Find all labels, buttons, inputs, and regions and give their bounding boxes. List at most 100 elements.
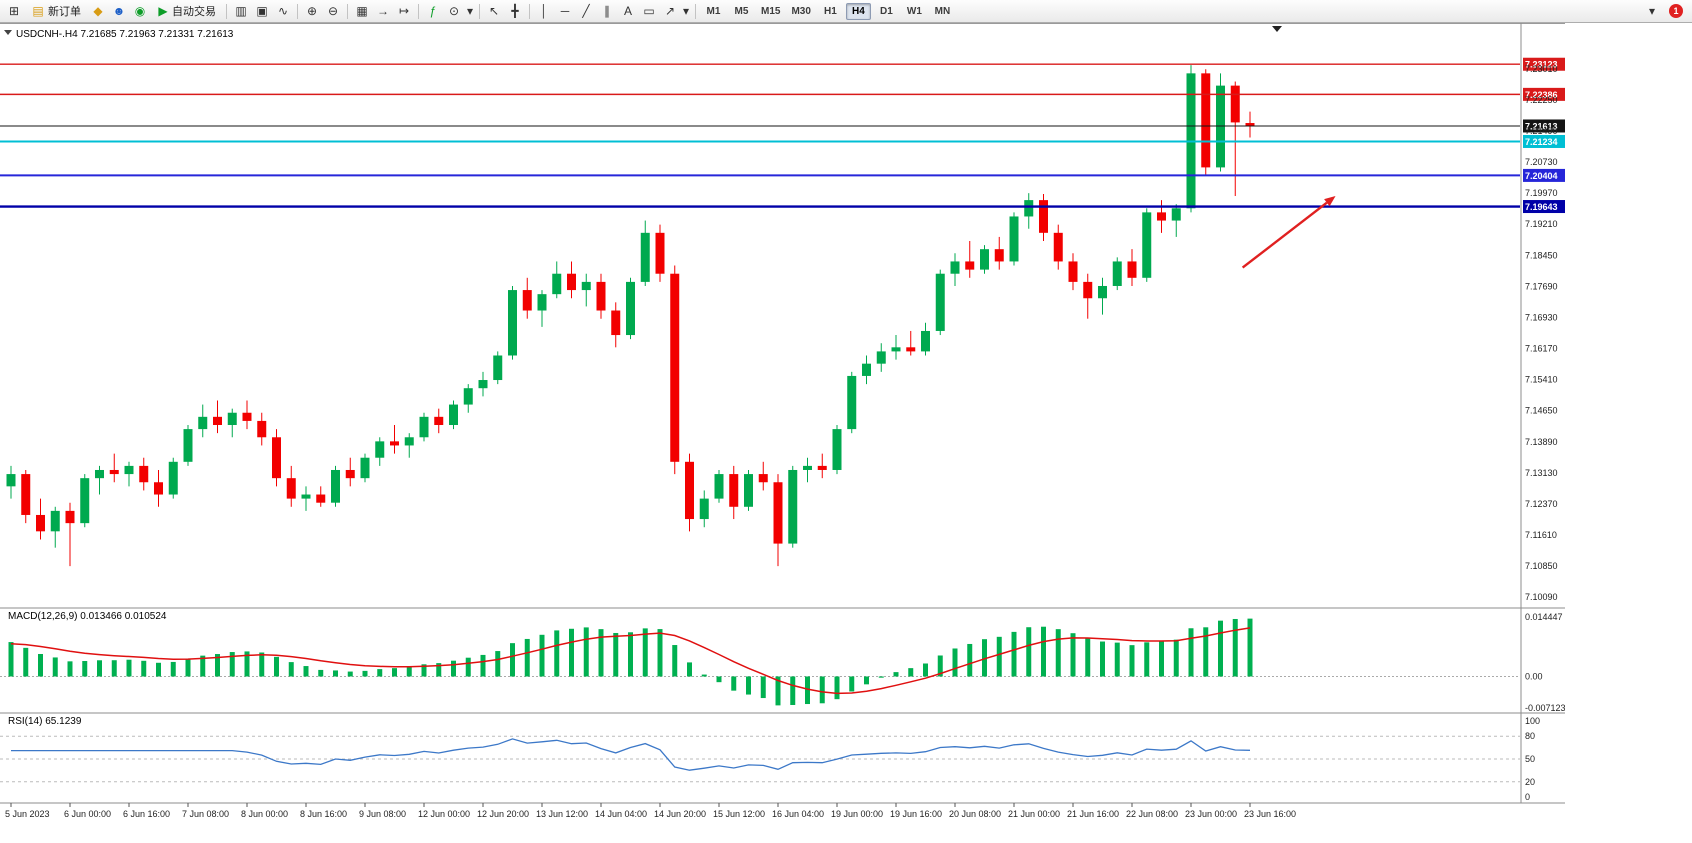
svg-text:7.22386: 7.22386 xyxy=(1525,90,1558,100)
periods-caret-icon[interactable]: ▾ xyxy=(466,4,474,18)
timeframe-mn[interactable]: MN xyxy=(930,3,955,20)
svg-text:21 Jun 00:00: 21 Jun 00:00 xyxy=(1008,809,1060,819)
svg-text:0.014447: 0.014447 xyxy=(1525,612,1563,622)
community-icon[interactable]: ☻ xyxy=(112,4,126,18)
cursor-icon[interactable]: ↖ xyxy=(488,4,500,18)
chart-shift-icon[interactable]: ↦ xyxy=(398,4,410,18)
rsi-pane: 100 80 50 20 0 RSI(14) 65.1239 xyxy=(0,716,1540,802)
svg-text:21 Jun 16:00: 21 Jun 16:00 xyxy=(1067,809,1119,819)
svg-text:14 Jun 04:00: 14 Jun 04:00 xyxy=(595,809,647,819)
text-tool-icon[interactable]: A xyxy=(623,4,632,18)
svg-text:7.21234: 7.21234 xyxy=(1525,137,1558,147)
svg-text:7.13130: 7.13130 xyxy=(1525,468,1558,478)
toolbar-separator xyxy=(297,3,298,19)
new-chart-icon[interactable]: ⊞ xyxy=(8,4,20,18)
new-order-icon: ▤ xyxy=(32,4,44,18)
svg-text:8 Jun 00:00: 8 Jun 00:00 xyxy=(241,809,288,819)
price-tag-resistance-lower xyxy=(1523,87,1565,101)
new-order-label: 新订单 xyxy=(48,6,81,18)
svg-text:7.21490: 7.21490 xyxy=(1525,126,1558,136)
time-axis[interactable]: 5 Jun 2023 6 Jun 00:00 6 Jun 16:00 7 Jun 08… xyxy=(5,803,1296,819)
chart-canvas[interactable]: 7.23123 7.22386 7.21613 7.21234 7.20404 7.196… xyxy=(0,23,1566,829)
svg-text:7.20404: 7.20404 xyxy=(1525,171,1558,181)
svg-text:100: 100 xyxy=(1525,716,1540,726)
svg-text:7.18450: 7.18450 xyxy=(1525,250,1558,260)
indicators-icon[interactable]: ƒ xyxy=(429,4,437,18)
timeframe-m1[interactable]: M1 xyxy=(701,3,726,20)
line-chart-icon[interactable]: ∿ xyxy=(277,4,289,18)
zoom-out-icon[interactable]: ⊖ xyxy=(327,4,339,18)
price-tag-level-cyan xyxy=(1523,134,1565,148)
periods-icon[interactable]: ⊙ xyxy=(448,4,460,18)
timeframe-m30[interactable]: M30 xyxy=(787,3,814,20)
svg-text:6 Jun 16:00: 6 Jun 16:00 xyxy=(123,809,170,819)
svg-text:7.17690: 7.17690 xyxy=(1525,281,1558,291)
zoom-in-icon[interactable]: ⊕ xyxy=(306,4,318,18)
svg-text:7.20730: 7.20730 xyxy=(1525,157,1558,167)
svg-text:7.23010: 7.23010 xyxy=(1525,64,1558,74)
support-icon[interactable]: ◉ xyxy=(134,4,146,18)
dropdown-caret-icon[interactable]: ▾ xyxy=(1648,4,1656,18)
svg-text:7.19970: 7.19970 xyxy=(1525,188,1558,198)
tile-windows-icon[interactable]: ▦ xyxy=(356,4,368,18)
notification-badge[interactable]: 1 xyxy=(1669,4,1683,18)
toolbar-separator xyxy=(347,3,348,19)
timeframe-w1[interactable]: W1 xyxy=(902,3,927,20)
new-order-button[interactable]: ▤ 新订单 xyxy=(25,2,87,20)
profiles-icon[interactable]: ◆ xyxy=(93,4,103,18)
horizontal-line-tool-icon[interactable]: ─ xyxy=(560,4,570,18)
price-tag-support-upper xyxy=(1523,168,1565,182)
svg-text:80: 80 xyxy=(1525,731,1535,741)
svg-text:50: 50 xyxy=(1525,754,1535,764)
svg-text:7.15410: 7.15410 xyxy=(1525,375,1558,385)
candlestick-chart-icon[interactable]: ▣ xyxy=(256,4,268,18)
one-click-trading-caret-icon[interactable] xyxy=(4,30,12,35)
macd-pane: 0.014447 0.00 -0.007123 MACD(12,26,9) 0.013… xyxy=(0,611,1566,713)
toolbar-separator xyxy=(479,3,480,19)
timeframe-m15[interactable]: M15 xyxy=(757,3,784,20)
price-tag-resistance-upper xyxy=(1523,57,1565,71)
chart-title: USDCNH-.H4 7.21685 7.21963 7.21331 7.216… xyxy=(16,29,234,40)
svg-text:9 Jun 08:00: 9 Jun 08:00 xyxy=(359,809,406,819)
svg-text:7.16170: 7.16170 xyxy=(1525,344,1558,354)
timeframe-d1[interactable]: D1 xyxy=(874,3,899,20)
toolbar: ⊞ ▤ 新订单 ◆ ☻ ◉ ▶ 自动交易 ▥ ▣ ∿ ⊕ ⊖ ▦ → ↦ ƒ ⊙… xyxy=(0,0,1692,23)
svg-text:7.10850: 7.10850 xyxy=(1525,561,1558,571)
shapes-tool-icon[interactable]: ▭ xyxy=(643,4,655,18)
svg-text:7.23123: 7.23123 xyxy=(1525,60,1558,70)
toolbar-separator xyxy=(226,3,227,19)
crosshair-icon[interactable]: ╋ xyxy=(511,4,519,18)
auto-trading-button[interactable]: ▶ 自动交易 xyxy=(151,2,222,20)
trendline-tool-icon[interactable]: ╱ xyxy=(582,4,590,18)
vertical-line-tool-icon[interactable]: │ xyxy=(540,4,548,18)
timeframe-m5[interactable]: M5 xyxy=(729,3,754,20)
auto-trading-label: 自动交易 xyxy=(172,6,216,18)
macd-title: MACD(12,26,9) 0.013466 0.010524 xyxy=(8,611,167,622)
svg-text:0: 0 xyxy=(1525,792,1530,802)
svg-text:7.16930: 7.16930 xyxy=(1525,312,1558,322)
svg-text:20: 20 xyxy=(1525,777,1535,787)
svg-text:16 Jun 04:00: 16 Jun 04:00 xyxy=(772,809,824,819)
arrow-tool-icon[interactable]: ↗ xyxy=(664,4,676,18)
svg-text:-0.007123: -0.007123 xyxy=(1525,703,1565,713)
bar-chart-icon[interactable]: ▥ xyxy=(235,4,247,18)
svg-text:8 Jun 16:00: 8 Jun 16:00 xyxy=(300,809,347,819)
svg-text:7.19643: 7.19643 xyxy=(1525,202,1558,212)
svg-text:12 Jun 00:00: 12 Jun 00:00 xyxy=(418,809,470,819)
svg-text:0.00: 0.00 xyxy=(1525,671,1543,681)
svg-text:7.21613: 7.21613 xyxy=(1525,121,1558,131)
level-lines: 7.23123 7.22386 7.21613 7.21234 7.20404 7.196… xyxy=(0,57,1565,214)
timeframe-h1[interactable]: H1 xyxy=(818,3,843,20)
auto-scroll-icon[interactable]: → xyxy=(377,4,389,18)
timeframe-h4[interactable]: H4 xyxy=(845,2,871,20)
price-axis[interactable]: 7.23010 7.22250 7.21490 7.20730 7.19970 7.192… xyxy=(1525,64,1558,602)
trend-arrow-annotation[interactable] xyxy=(1241,196,1336,269)
svg-text:20 Jun 08:00: 20 Jun 08:00 xyxy=(949,809,1001,819)
channel-tool-icon[interactable]: ∥ xyxy=(604,4,610,18)
chart-window[interactable]: 7.23123 7.22386 7.21613 7.21234 7.20404 7.196… xyxy=(0,23,1566,829)
svg-text:7.22250: 7.22250 xyxy=(1525,95,1558,105)
rsi-title: RSI(14) 65.1239 xyxy=(8,716,82,727)
macd-signal-line xyxy=(10,627,1251,695)
arrow-tool-caret-icon[interactable]: ▾ xyxy=(682,4,690,18)
chart-shift-marker[interactable] xyxy=(1272,26,1282,32)
